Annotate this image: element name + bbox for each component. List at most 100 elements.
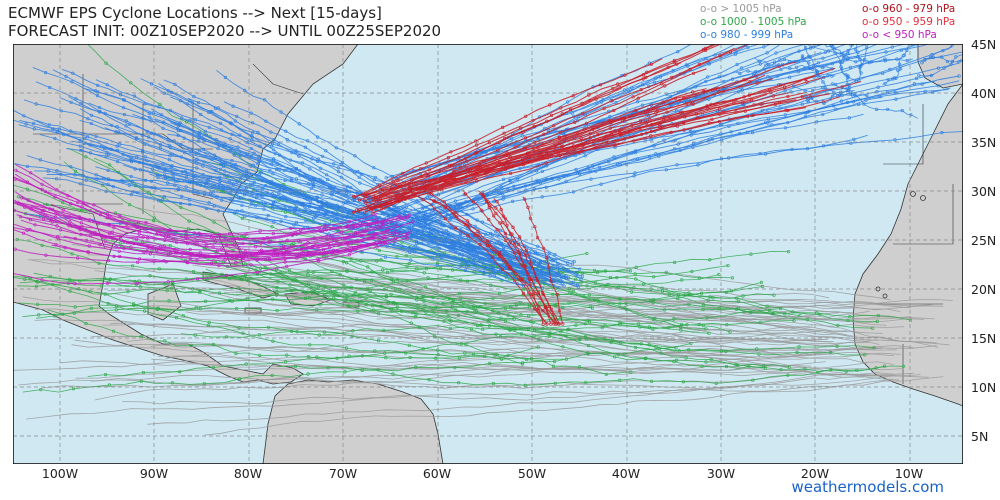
track-point (162, 194, 166, 199)
track-point (378, 224, 383, 229)
track-point (245, 296, 249, 301)
track-point (157, 199, 161, 203)
track-point (25, 228, 29, 232)
track-point (538, 301, 542, 305)
track-line (230, 211, 775, 299)
track-point (884, 50, 888, 54)
track-point (415, 241, 419, 245)
track-line (19, 267, 514, 285)
track-point (259, 171, 263, 175)
cyclone-track-map (13, 44, 963, 464)
track-point (230, 257, 234, 261)
track-point (245, 189, 249, 194)
track-line (19, 119, 528, 282)
track-point (374, 197, 378, 201)
track-point (752, 103, 756, 107)
track-point (510, 136, 514, 141)
track-point (195, 166, 199, 170)
track-point (271, 232, 275, 236)
track-point (572, 148, 576, 152)
track-point (489, 283, 493, 287)
track-point (193, 242, 197, 246)
track-point (685, 101, 689, 106)
track-point (594, 281, 598, 285)
track-point (454, 308, 458, 312)
track-point (243, 88, 247, 93)
lat-label-5n: 5N (971, 429, 989, 444)
track-point (549, 322, 553, 326)
track-point (311, 184, 316, 189)
track-point (370, 304, 374, 308)
africa-land (852, 83, 963, 407)
track-point (940, 55, 944, 59)
track-point (230, 132, 234, 136)
track-point (823, 86, 827, 90)
track-point (481, 327, 485, 331)
track-point (211, 342, 216, 347)
track-point (346, 199, 350, 203)
track-point (439, 267, 443, 271)
track-point (629, 370, 633, 374)
track-point (604, 372, 608, 376)
track-point (448, 318, 452, 322)
track-point (297, 239, 301, 243)
track-point (542, 132, 546, 136)
track-point (182, 136, 186, 140)
track-point (71, 387, 76, 391)
track-point (444, 309, 448, 313)
track-point (245, 171, 249, 175)
track-line (79, 108, 529, 275)
lat-label-25n: 25N (971, 233, 997, 248)
track-point (122, 247, 126, 251)
track-point (150, 167, 154, 171)
track-point (226, 185, 230, 189)
track-point (622, 88, 627, 92)
track-point (479, 305, 483, 309)
track-point (71, 71, 75, 75)
track-point (316, 276, 320, 280)
track-point (700, 364, 704, 368)
track-point (871, 326, 875, 330)
track-point (110, 123, 114, 127)
track-point (648, 118, 652, 122)
track-line (380, 67, 836, 199)
track-point (453, 199, 458, 203)
track-line (128, 279, 812, 367)
track-point (531, 118, 535, 122)
track-point (105, 150, 109, 154)
track-line (35, 251, 789, 319)
track-point (796, 60, 801, 64)
track-point (503, 232, 508, 236)
track-point (529, 277, 534, 282)
track-point (882, 364, 887, 368)
track-point (411, 220, 415, 224)
track-line (14, 163, 396, 255)
track-point (216, 146, 220, 151)
track-point (198, 290, 202, 295)
track-point (561, 345, 565, 349)
track-point (161, 162, 165, 166)
track-point (458, 165, 462, 169)
track-point (704, 360, 708, 364)
track-point (173, 248, 177, 252)
track-point (259, 193, 263, 197)
track-point (463, 268, 468, 272)
track-line (753, 57, 833, 70)
track-point (114, 308, 118, 312)
track-point (661, 100, 665, 104)
track-point (746, 45, 750, 50)
track-point (448, 242, 452, 246)
track-point (363, 199, 367, 203)
track-point (198, 130, 202, 134)
cyclone-tracks (13, 44, 963, 436)
track-point (220, 198, 224, 202)
track-point (279, 110, 283, 114)
track-point (536, 291, 541, 295)
track-point (156, 175, 160, 180)
track-point (132, 94, 137, 98)
track-point (519, 126, 523, 130)
track-point (821, 144, 826, 148)
track-point (405, 279, 409, 283)
track-point (268, 168, 272, 173)
track-point (238, 377, 242, 381)
